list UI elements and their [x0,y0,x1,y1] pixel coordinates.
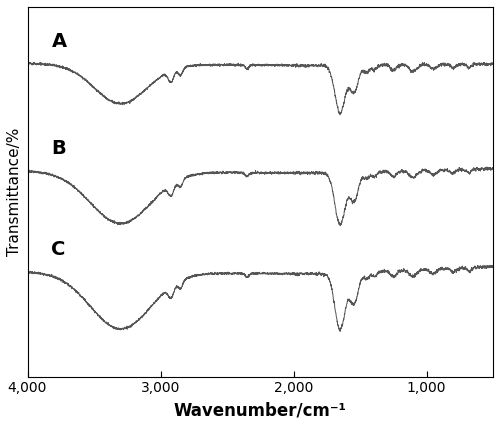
Text: B: B [52,139,66,158]
X-axis label: Wavenumber/cm⁻¹: Wavenumber/cm⁻¹ [174,401,346,419]
Y-axis label: Transmittance/%: Transmittance/% [7,128,22,256]
Text: C: C [52,240,66,259]
Text: A: A [52,32,66,51]
